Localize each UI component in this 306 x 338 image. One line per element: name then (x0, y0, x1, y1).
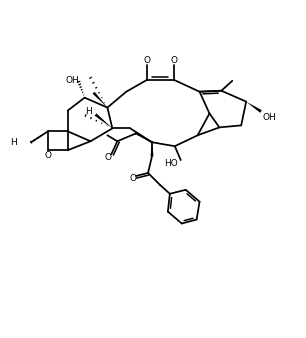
Text: O: O (144, 56, 151, 66)
Text: O: O (130, 174, 137, 184)
Text: O: O (44, 151, 51, 160)
Text: HO: HO (164, 159, 178, 168)
Text: H: H (10, 138, 17, 147)
Text: H: H (85, 107, 92, 116)
Polygon shape (246, 102, 262, 113)
Text: O: O (105, 153, 112, 162)
Polygon shape (95, 113, 112, 128)
Polygon shape (92, 92, 107, 107)
Polygon shape (151, 142, 154, 156)
Text: OH: OH (66, 76, 80, 85)
Text: O: O (170, 56, 177, 66)
Text: OH: OH (263, 113, 277, 122)
